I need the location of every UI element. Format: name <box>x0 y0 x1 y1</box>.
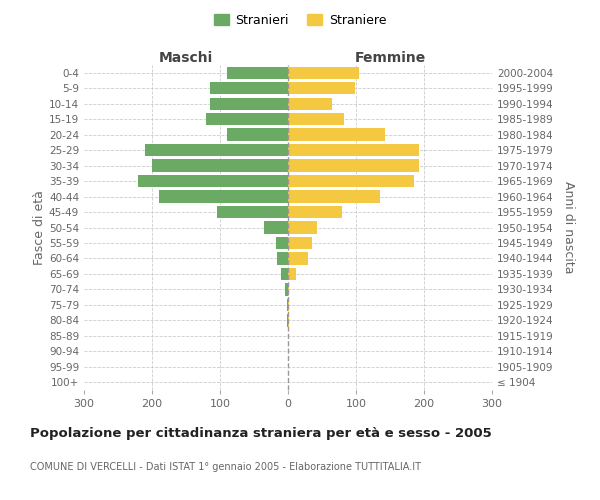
Bar <box>206 113 288 126</box>
Text: Maschi: Maschi <box>159 51 213 65</box>
Bar <box>217 206 288 218</box>
Bar <box>288 113 344 126</box>
Bar <box>288 144 419 156</box>
Bar <box>276 237 288 249</box>
Bar <box>145 144 288 156</box>
Bar <box>288 66 359 79</box>
Bar <box>288 222 317 234</box>
Y-axis label: Anni di nascita: Anni di nascita <box>562 181 575 274</box>
Bar <box>281 268 288 280</box>
Bar <box>152 160 288 172</box>
Bar <box>227 128 288 141</box>
Bar <box>288 82 355 94</box>
Bar <box>288 268 296 280</box>
Bar <box>227 66 288 79</box>
Bar <box>288 283 289 296</box>
Bar <box>288 298 289 311</box>
Bar <box>284 283 288 296</box>
Bar <box>287 298 288 311</box>
Y-axis label: Fasce di età: Fasce di età <box>33 190 46 265</box>
Bar <box>288 314 289 326</box>
Bar <box>288 128 385 141</box>
Bar <box>288 252 308 264</box>
Bar <box>288 190 380 202</box>
Legend: Stranieri, Straniere: Stranieri, Straniere <box>209 8 391 32</box>
Bar <box>210 98 288 110</box>
Bar <box>264 222 288 234</box>
Bar <box>139 175 288 188</box>
Bar <box>210 82 288 94</box>
Text: COMUNE DI VERCELLI - Dati ISTAT 1° gennaio 2005 - Elaborazione TUTTITALIA.IT: COMUNE DI VERCELLI - Dati ISTAT 1° genna… <box>30 462 421 472</box>
Bar <box>287 314 288 326</box>
Bar <box>288 175 414 188</box>
Bar <box>288 160 419 172</box>
Bar <box>288 206 343 218</box>
Bar <box>159 190 288 202</box>
Bar <box>288 98 332 110</box>
Text: Popolazione per cittadinanza straniera per età e sesso - 2005: Popolazione per cittadinanza straniera p… <box>30 428 492 440</box>
Bar <box>288 237 312 249</box>
Text: Femmine: Femmine <box>355 51 425 65</box>
Bar <box>277 252 288 264</box>
